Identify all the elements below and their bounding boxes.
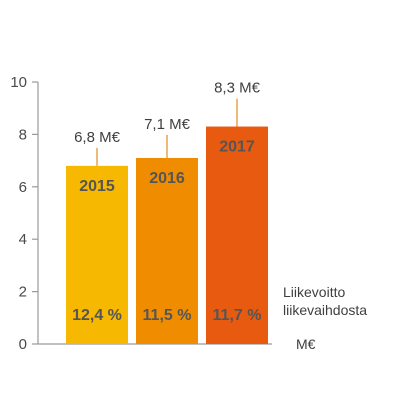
bar-value-label: 8,3 M€ (214, 80, 261, 97)
bar-2015 (66, 165, 128, 344)
bar-2017 (206, 126, 268, 344)
bar-year-label: 2015 (79, 178, 115, 195)
bar-percent-label: 11,5 % (143, 307, 192, 324)
y-tick-label: 10 (10, 74, 27, 91)
y-axis-ticks: 0 2 4 6 8 10 (10, 74, 38, 353)
y-tick-label: 8 (19, 126, 27, 143)
bars: 6,8 M€ 2015 12,4 % 7,1 M€ 2016 11,5 % 8,3 M€ 20… (66, 80, 268, 344)
unit-label: M€ (296, 336, 316, 352)
bar-value-label: 7,1 M€ (144, 116, 191, 133)
y-tick-label: 0 (19, 336, 27, 353)
percent-caption-line1: Liikevoitto (283, 284, 345, 300)
y-tick-label: 4 (19, 231, 27, 248)
bar-percent-label: 12,4 % (72, 307, 122, 324)
percent-caption-line2: liikevaihdosta (283, 302, 367, 318)
bar-percent-label: 11,7 % (213, 307, 262, 324)
y-tick-label: 2 (19, 284, 27, 301)
y-tick-label: 6 (19, 179, 27, 196)
bar-year-label: 2016 (149, 170, 185, 187)
bar-value-label: 6,8 M€ (74, 129, 121, 146)
bar-year-label: 2017 (219, 139, 255, 156)
bar-2016 (136, 157, 198, 344)
